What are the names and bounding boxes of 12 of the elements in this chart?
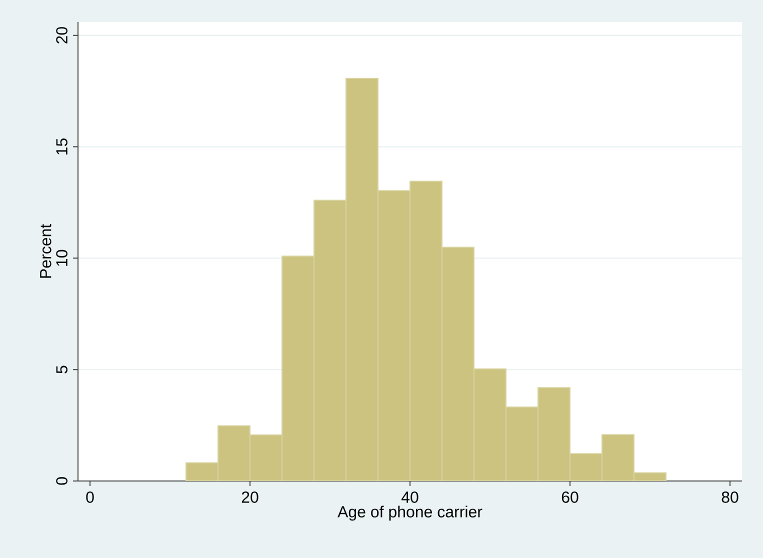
y-tick-label: 10 <box>56 250 68 266</box>
x-axis-title: Age of phone carrier <box>338 506 482 521</box>
x-tick-label: 40 <box>401 492 418 503</box>
x-tick-label: 80 <box>722 492 738 503</box>
y-tick-label: 20 <box>56 27 68 44</box>
x-tick-label: 20 <box>242 492 258 503</box>
y-tick-label: 15 <box>56 138 68 154</box>
x-tick-label: 0 <box>86 492 94 503</box>
y-tick-label: 0 <box>56 477 68 485</box>
y-tick-label: 5 <box>56 366 68 374</box>
y-axis-title: Percent <box>40 224 52 278</box>
x-tick-label: 60 <box>562 492 578 503</box>
